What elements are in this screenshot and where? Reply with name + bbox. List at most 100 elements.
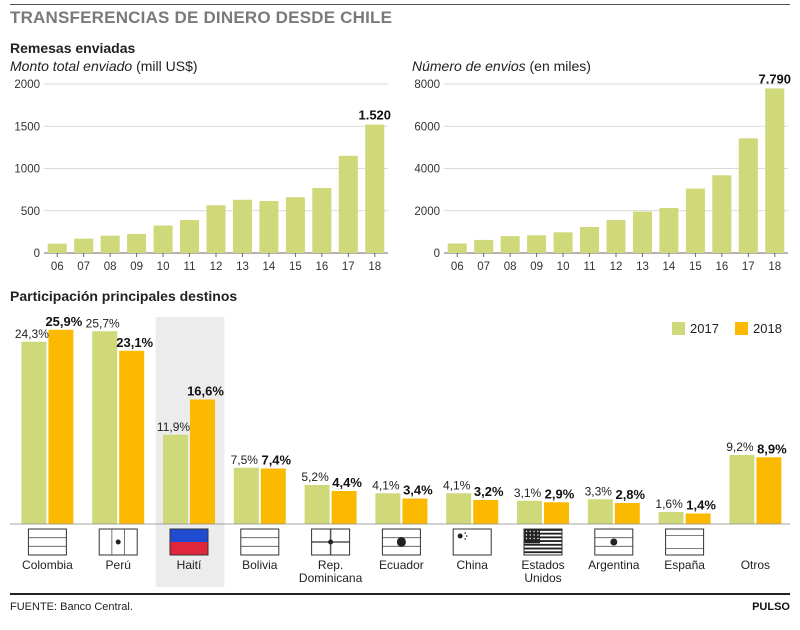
monto-xtick-label: 09 xyxy=(130,261,143,273)
envios-ytick-label: 0 xyxy=(434,248,440,260)
monto-bar xyxy=(259,201,279,253)
page-title: TRANSFERENCIAS DE DINERO DESDE CHILE xyxy=(10,8,393,27)
chart1-subtitle-italic: Monto total enviado xyxy=(10,58,133,74)
chart-numero-envios: 0 2000 4000 6000 8000 06 07 08 09 10 11 12 13 14 15 16 1… xyxy=(414,71,791,273)
country-label: Estados xyxy=(521,558,564,572)
bar-2018 xyxy=(48,329,74,524)
united-states-flag-icon xyxy=(523,528,563,556)
data-label-2017: 1,6% xyxy=(655,497,683,511)
envios-xtick-label: 15 xyxy=(689,261,702,273)
envios-xtick-label: 06 xyxy=(451,261,464,273)
data-label-2017: 5,2% xyxy=(301,470,329,484)
legend-label-2018: 2018 xyxy=(753,321,782,336)
haiti-flag-icon xyxy=(169,528,209,556)
envios-bar xyxy=(685,188,705,253)
peru-flag-icon xyxy=(98,528,138,556)
country-label: Perú xyxy=(106,558,131,572)
envios-ytick-label: 8000 xyxy=(414,79,440,91)
bar-2018 xyxy=(685,513,711,524)
legend-swatch-2017 xyxy=(672,322,685,335)
data-label-2017: 3,3% xyxy=(585,484,613,498)
envios-bar xyxy=(765,88,785,253)
envios-xtick-label: 11 xyxy=(584,261,596,273)
envios-bar xyxy=(474,239,494,253)
monto-ytick-label: 0 xyxy=(34,248,40,260)
monto-ytick-label: 1000 xyxy=(14,164,40,176)
envios-xtick-label: 12 xyxy=(610,261,623,273)
monto-data-label: 1.520 xyxy=(358,108,391,123)
section-title-remesas: Remesas enviadas xyxy=(10,40,136,56)
envios-xtick-label: 09 xyxy=(530,261,543,273)
monto-bar xyxy=(312,187,332,253)
bar-2017 xyxy=(587,499,613,524)
china-flag-icon xyxy=(452,528,492,556)
envios-xtick-label: 14 xyxy=(663,261,676,273)
bottom-rule xyxy=(10,593,790,595)
country-label: Dominicana xyxy=(299,571,363,585)
monto-bar xyxy=(47,243,67,253)
envios-ytick-label: 6000 xyxy=(414,121,440,133)
monto-bar xyxy=(285,197,305,253)
envios-bar xyxy=(659,208,679,253)
bar-2017 xyxy=(375,493,401,524)
bar-2017 xyxy=(163,434,188,524)
monto-bar xyxy=(206,205,226,253)
data-label-2018: 3,2% xyxy=(474,484,504,499)
monto-xtick-label: 14 xyxy=(263,261,276,273)
chart-monto-total: 0 500 1000 1500 2000 06 07 08 09 10 11 12 13 14 15 16 17… xyxy=(14,79,391,273)
monto-ytick-label: 2000 xyxy=(14,79,40,91)
spain-flag-icon xyxy=(665,528,705,556)
bar-2018 xyxy=(544,502,569,524)
section-title-destinos: Participación principales destinos xyxy=(10,288,238,304)
envios-bar xyxy=(553,232,573,253)
envios-bar xyxy=(712,175,732,253)
bar-2017 xyxy=(729,455,755,524)
monto-xtick-label: 07 xyxy=(77,261,90,273)
monto-xtick-label: 10 xyxy=(157,261,170,273)
argentina-flag-icon xyxy=(594,528,634,556)
envios-bar xyxy=(580,227,600,253)
bar-2018 xyxy=(473,500,499,524)
ecuador-flag-icon xyxy=(381,528,421,556)
country-label: Haití xyxy=(177,558,202,572)
monto-bar xyxy=(153,225,173,253)
data-label-2018: 25,9% xyxy=(45,314,82,329)
bolivia-flag-icon xyxy=(240,528,280,556)
monto-bar xyxy=(74,238,94,253)
envios-xtick-label: 16 xyxy=(715,261,728,273)
data-label-2018: 2,9% xyxy=(545,486,575,501)
bar-2018 xyxy=(614,503,640,524)
legend-label-2017: 2017 xyxy=(690,321,719,336)
bar-2017 xyxy=(233,467,259,524)
envios-xtick-label: 17 xyxy=(742,261,755,273)
envios-xtick-label: 07 xyxy=(477,261,490,273)
data-label-2017: 24,3% xyxy=(15,327,49,341)
chart2-subtitle-unit: (en miles) xyxy=(525,58,591,74)
monto-xtick-label: 08 xyxy=(104,261,117,273)
envios-bar xyxy=(527,235,547,253)
envios-ytick-label: 2000 xyxy=(414,206,440,218)
envios-bar xyxy=(606,220,626,253)
monto-xtick-label: 18 xyxy=(368,261,381,273)
bar-2017 xyxy=(658,512,684,524)
monto-bar xyxy=(365,124,385,253)
data-label-2017: 25,7% xyxy=(86,316,120,330)
bar-2018 xyxy=(756,457,782,524)
bar-2018 xyxy=(260,468,286,524)
monto-bar xyxy=(100,235,120,253)
bar-2018 xyxy=(119,350,145,524)
monto-ytick-label: 500 xyxy=(21,206,40,218)
data-label-2017: 7,5% xyxy=(231,453,259,467)
data-label-2018: 8,9% xyxy=(757,441,787,456)
envios-ytick-label: 4000 xyxy=(414,164,440,176)
chart1-subtitle-unit: (mill US$) xyxy=(132,58,198,74)
monto-xtick-label: 15 xyxy=(289,261,302,273)
data-label-2018: 23,1% xyxy=(116,335,153,350)
envios-bar xyxy=(500,236,520,253)
envios-xtick-label: 18 xyxy=(768,261,781,273)
envios-bar xyxy=(738,138,758,253)
monto-bar xyxy=(232,199,252,253)
bar-2017 xyxy=(304,485,330,524)
monto-xtick-label: 11 xyxy=(184,261,196,273)
monto-bar xyxy=(127,233,147,253)
